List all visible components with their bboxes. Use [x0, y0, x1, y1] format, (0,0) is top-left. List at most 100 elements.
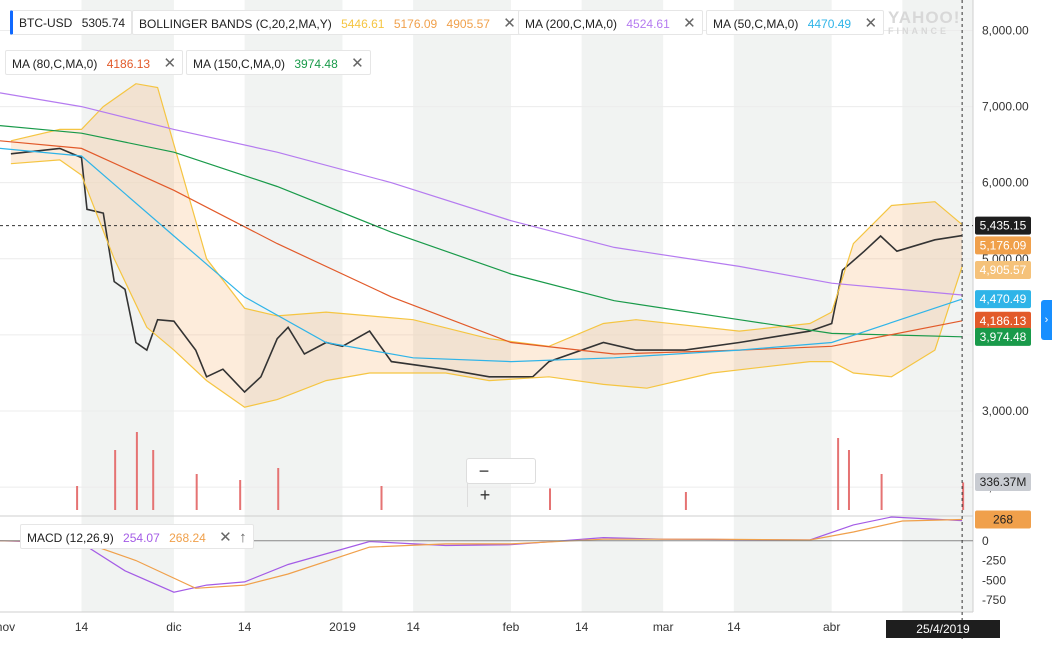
price-badge: 4,186.13 — [980, 314, 1027, 328]
x-tick-label: dic — [166, 620, 181, 634]
legend-chip-ma80[interactable]: MA (80,C,MA,0) 4186.13 ✕ — [5, 50, 184, 75]
x-tick-label: 14 — [406, 620, 420, 634]
close-icon[interactable]: ✕ — [351, 55, 364, 72]
bollinger-upper-value: 5446.61 — [341, 17, 385, 31]
ma150-label: MA (150,C,MA,0) — [193, 57, 286, 71]
price-badge-bg — [975, 236, 1031, 255]
crosshair-date-bg — [886, 620, 1000, 638]
volume-badge-bg — [975, 473, 1031, 491]
volume-bar — [239, 480, 242, 510]
period-shade — [413, 0, 511, 612]
crosshair-date-label: 25/4/2019 — [916, 622, 970, 636]
price-tick-label: 7,000.00 — [982, 100, 1029, 114]
close-icon[interactable]: ✕ — [503, 15, 516, 32]
price-badge-bg — [975, 327, 1031, 346]
bollinger-mid-value: 5176.09 — [393, 17, 438, 31]
crosshair-price-badge: 5,435.15 — [980, 219, 1027, 233]
macd-badge-bg — [975, 510, 1031, 529]
price-badge: 4,905.57 — [980, 263, 1027, 277]
volume-bar — [135, 432, 138, 510]
volume-bar — [549, 488, 552, 510]
volume-badge: 336.37M — [980, 475, 1027, 489]
x-tick-label: 14 — [75, 620, 89, 634]
period-shade — [733, 0, 832, 612]
macd-tick-label: 0 — [982, 534, 989, 548]
legend-chip-ma200[interactable]: MA (200,C,MA,0) 4524.61 ✕ — [518, 10, 703, 35]
close-icon[interactable]: ✕ — [864, 15, 878, 32]
ma150-value: 3974.48 — [294, 57, 338, 71]
macd-tick-label: -750 — [982, 593, 1006, 607]
series-line-2 — [10, 159, 963, 408]
x-tick-label: feb — [503, 620, 520, 634]
x-tick-label: 14 — [727, 620, 741, 634]
arrow-up-icon[interactable]: ↑ — [239, 529, 247, 546]
ma200-value: 4524.61 — [626, 17, 670, 31]
legend-chip-ma50[interactable]: MA (50,C,MA,0) 4470.49 ✕ — [706, 10, 885, 35]
legend-chip-ma150[interactable]: MA (150,C,MA,0) 3974.48 ✕ — [186, 50, 371, 75]
close-icon[interactable]: ✕ — [219, 529, 232, 546]
volume-bar — [837, 438, 840, 510]
price-tick-label: 6,000.00 — [982, 176, 1029, 190]
volume-bar — [277, 468, 280, 510]
period-shade — [902, 0, 973, 612]
x-tick-label: 2019 — [329, 620, 356, 634]
price-tick-label: 8,000.00 — [982, 23, 1029, 37]
logo-line2: FINANCE — [888, 26, 949, 36]
series-line-1 — [10, 83, 963, 347]
bollinger-lower-value: 4905.57 — [446, 17, 490, 31]
ma50-value: 4470.49 — [807, 17, 852, 31]
close-icon[interactable]: ✕ — [163, 55, 177, 72]
price-badge-bg — [975, 311, 1031, 330]
yahoo-finance-logo: YAHOO! FINANCE — [888, 8, 960, 36]
x-tick-label: nov — [0, 620, 15, 634]
price-tick-label: 3,000.00 — [982, 404, 1029, 418]
legend-chip-bollinger[interactable]: BOLLINGER BANDS (C,20,2,MA,Y) 5446.61 51… — [132, 10, 523, 35]
chevron-right-icon[interactable]: › — [1041, 300, 1052, 340]
x-tick-label: mar — [653, 620, 674, 634]
price-badge-bg — [975, 290, 1031, 309]
ma80-value: 4186.13 — [106, 57, 151, 71]
price-badge: 4,470.49 — [980, 292, 1027, 306]
volume-bar — [76, 486, 79, 510]
macd-tick-label: -500 — [982, 573, 1006, 587]
ma80-label: MA (80,C,MA,0) — [12, 57, 98, 71]
legend-chip-macd[interactable]: MACD (12,26,9) 254.07 268.24 ✕ ↑ — [20, 524, 254, 549]
macd-signal-value: 268.24 — [169, 531, 206, 545]
macd-tick-label: -250 — [982, 554, 1006, 568]
series-line-4 — [0, 125, 963, 338]
zoom-out-button[interactable]: − — [478, 461, 490, 481]
price-badge: 3,974.48 — [980, 330, 1027, 344]
volume-bar — [880, 474, 883, 510]
crosshair-price-badge-bg — [975, 216, 1031, 235]
series-line-8 — [0, 518, 963, 589]
bollinger-label: BOLLINGER BANDS (C,20,2,MA,Y) — [139, 17, 332, 31]
x-tick-label: 14 — [575, 620, 589, 634]
close-icon[interactable]: ✕ — [683, 15, 696, 32]
volume-bar — [684, 492, 687, 510]
ticker-label: BTC-USD — [19, 16, 73, 30]
macd-value: 254.07 — [123, 531, 160, 545]
macd-label: MACD (12,26,9) — [27, 531, 114, 545]
macd-badge: 268 — [993, 513, 1013, 527]
zoom-in-button[interactable]: + — [467, 483, 502, 507]
period-shade — [244, 0, 343, 612]
volume-bar — [152, 450, 155, 510]
legend-chip-ticker[interactable]: BTC-USD 5305.74 — [10, 10, 133, 35]
x-tick-label: 14 — [238, 620, 252, 634]
ma50-label: MA (50,C,MA,0) — [713, 17, 799, 31]
ticker-price: 5305.74 — [81, 16, 126, 30]
volume-bar — [114, 450, 117, 510]
volume-bar — [962, 482, 965, 510]
zoom-control: −+ — [466, 458, 536, 507]
bollinger-band-area — [10, 83, 963, 408]
series-line-3 — [0, 92, 963, 296]
price-badge: 5,176.09 — [980, 238, 1027, 252]
series-line-7 — [0, 516, 963, 593]
volume-bar — [847, 450, 850, 510]
x-tick-label: abr — [823, 620, 840, 634]
volume-bar — [195, 474, 198, 510]
price-badge-bg — [975, 260, 1031, 279]
logo-line1: YAHOO! — [888, 8, 961, 27]
ma200-label: MA (200,C,MA,0) — [525, 17, 618, 31]
